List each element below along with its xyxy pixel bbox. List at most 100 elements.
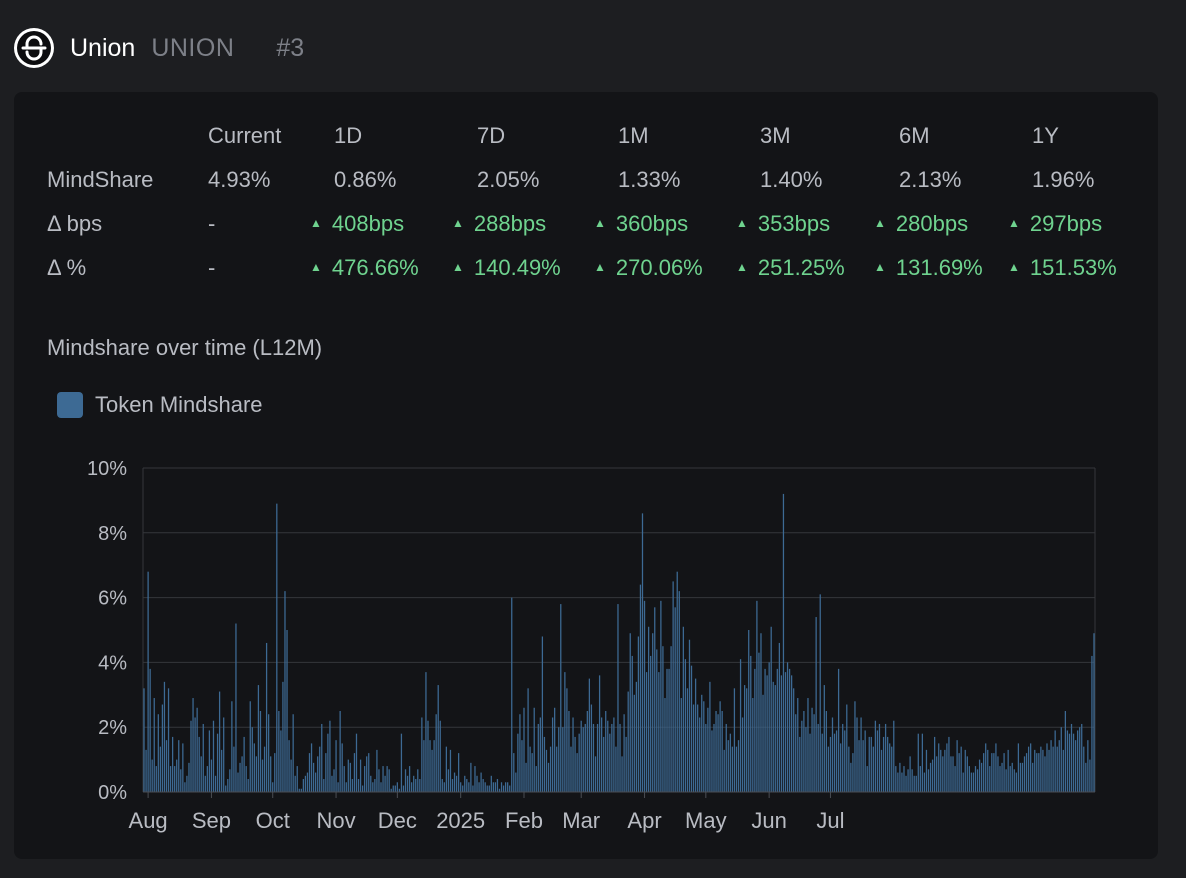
bar [392,785,394,792]
bar [421,717,423,792]
bar [1074,740,1077,792]
bar [850,762,852,792]
bar [870,736,872,792]
bar [443,782,445,792]
bar [251,727,253,792]
bar [858,740,860,792]
col-header-6m: 6M [899,123,930,148]
bar [261,759,264,792]
bar [402,785,405,792]
bar [756,600,758,792]
bar [517,733,519,792]
delta-bps-1y: ▲ 297bps [1008,211,1103,236]
bar [457,753,460,792]
bar [351,779,354,792]
bar [431,749,433,792]
bar [643,600,646,792]
bar [966,756,968,792]
bar [147,571,149,792]
bar [523,707,525,792]
bar [331,775,333,792]
bar [635,681,637,792]
bar [437,685,439,792]
bar [625,736,627,792]
delta-bps-6m: ▲ 280bps [874,211,969,236]
bar [856,717,858,792]
bar [214,775,217,792]
bar [270,756,272,792]
bar [670,646,672,792]
bar [198,736,200,792]
arrow-up-icon: ▲ [310,216,322,230]
bar [486,785,488,792]
delta-pct-3m: ▲ 251.25% [736,255,845,280]
bar [278,711,280,792]
bar [1050,740,1052,792]
chart-legend[interactable]: Token Mindshare [57,392,263,418]
bar [827,746,830,792]
bar [284,591,286,792]
bar [566,688,568,792]
bar [382,766,384,792]
bar [143,688,145,792]
bar [325,753,327,792]
bar [411,782,413,792]
bar [153,698,155,792]
bar [537,723,539,792]
bar [609,733,611,792]
bar [460,782,462,792]
bar [989,766,991,792]
bar [1081,723,1083,792]
bar [596,723,599,792]
bar [312,762,315,792]
bar [680,698,682,792]
y-tick-label: 8% [98,523,127,545]
bar [496,779,499,792]
bar [960,746,962,792]
bar [911,769,913,792]
bar [639,584,642,792]
delta-bps-current: - [208,211,216,236]
x-tick-label: Apr [627,808,661,833]
bar [917,733,919,792]
bar [468,782,470,792]
bar [844,730,846,792]
bar [286,630,288,792]
bar [1023,756,1026,792]
bar [247,779,249,792]
bar [952,756,954,792]
bar [748,630,750,792]
mindshare-1d: 0.86% [334,167,397,192]
bar [682,626,684,792]
bar [349,762,351,792]
bar [445,746,448,792]
bar [556,746,558,792]
bar [723,749,725,792]
bar [212,720,215,792]
bar [962,772,964,792]
arrow-up-icon: ▲ [310,260,322,274]
col-header-7d: 7D [477,123,506,148]
bar [868,736,870,792]
bar [231,701,233,792]
bar [1013,769,1015,792]
x-tick-label: Aug [129,808,168,833]
bar [535,766,537,792]
delta-bps-3m: ▲ 353bps [736,211,831,236]
mindshare-6m: 2.13% [899,167,962,192]
bar [607,720,609,792]
bar [319,746,321,792]
bar [774,685,776,792]
bar [1077,730,1079,792]
bar [942,756,944,792]
bar [1032,762,1034,792]
bar [721,711,723,792]
bar [500,782,503,792]
bar [564,672,566,792]
bar [956,740,958,792]
bar [735,746,738,792]
bar [1036,753,1038,792]
bar [504,782,507,792]
bar [433,740,435,792]
bar [480,772,482,792]
